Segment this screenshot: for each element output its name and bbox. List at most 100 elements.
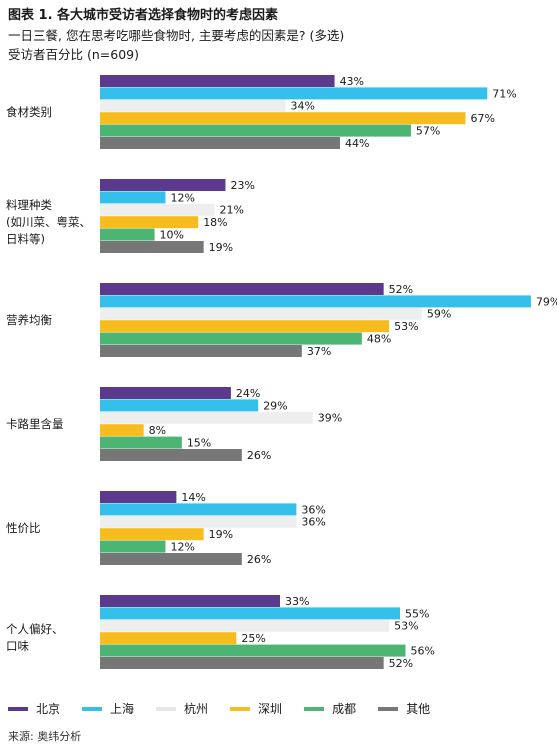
data-label: 67% <box>470 112 494 125</box>
data-label: 36% <box>301 516 325 529</box>
chart-legend: 北京 上海 杭州 深圳 成都 其他 <box>8 700 452 717</box>
bar-上海-4 <box>100 503 297 516</box>
chart-title: 图表 1. 各大城市受访者选择食物时的考虑因素 <box>8 8 279 23</box>
bar-成都-1 <box>100 228 155 241</box>
data-label: 52% <box>389 657 413 670</box>
data-label: 79% <box>536 295 557 308</box>
bar-杭州-3 <box>100 411 313 424</box>
bar-杭州-2 <box>100 307 422 320</box>
bar-杭州-1 <box>100 203 215 216</box>
bar-成都-2 <box>100 332 362 345</box>
data-label: 19% <box>209 241 233 254</box>
bar-北京-2 <box>100 283 384 295</box>
bar-上海-2 <box>100 295 531 308</box>
bar-深圳-0 <box>100 112 466 125</box>
bar-成都-5 <box>100 644 406 657</box>
source-note: 来源: 奥纬分析 <box>8 730 82 743</box>
data-label: 29% <box>263 399 287 412</box>
legend-item: 深圳 <box>230 700 282 717</box>
data-label: 8% <box>149 424 166 437</box>
data-label: 53% <box>394 620 418 633</box>
legend-item: 北京 <box>8 700 60 717</box>
bar-北京-3 <box>100 387 231 399</box>
bar-上海-0 <box>100 87 488 100</box>
bar-北京-1 <box>100 179 226 191</box>
legend-swatch <box>8 706 28 711</box>
bar-其他-3 <box>100 449 242 461</box>
data-label: 21% <box>220 204 244 217</box>
data-label: 44% <box>345 137 369 150</box>
bar-深圳-5 <box>100 632 237 645</box>
data-label: 39% <box>318 412 342 425</box>
data-label: 12% <box>170 191 194 204</box>
bar-成都-3 <box>100 436 182 449</box>
data-label: 23% <box>230 179 254 192</box>
legend-label: 北京 <box>36 702 61 716</box>
bar-其他-2 <box>100 345 302 357</box>
data-label: 19% <box>209 528 233 541</box>
bar-杭州-5 <box>100 619 390 632</box>
legend-label: 其他 <box>406 702 431 716</box>
category-label: 食材类别 <box>6 104 52 119</box>
bar-上海-5 <box>100 607 401 620</box>
data-label: 25% <box>241 632 265 645</box>
data-label: 71% <box>492 87 516 100</box>
chart-subtitle: 一日三餐, 您在思考吃哪些食物时, 主要考虑的因素是? (多选) <box>8 28 345 43</box>
legend-label: 成都 <box>332 702 357 716</box>
data-label: 48% <box>367 333 391 346</box>
data-label: 36% <box>301 503 325 516</box>
data-label: 53% <box>394 320 418 333</box>
data-label: 26% <box>247 449 271 462</box>
data-label: 57% <box>416 125 440 138</box>
data-label: 56% <box>410 645 434 658</box>
legend-item: 其他 <box>378 700 430 717</box>
legend-swatch <box>156 706 177 711</box>
bar-chart: 43% 71% 34% 67% 57% 44% 23% 12% 21%18% 10% 19% 52% 7… <box>100 75 557 670</box>
legend-item: 杭州 <box>156 700 208 717</box>
data-label: 34% <box>290 100 314 113</box>
bar-成都-0 <box>100 124 411 137</box>
data-label: 10% <box>160 229 184 242</box>
data-label: 33% <box>285 595 309 608</box>
category-label: 个人偏好、 口味 <box>6 622 64 654</box>
category-label: 卡路里含量 <box>6 416 64 431</box>
data-label: 15% <box>187 437 211 450</box>
data-label: 37% <box>307 345 331 358</box>
data-label: 52% <box>389 283 413 296</box>
bar-北京-0 <box>100 75 335 87</box>
bar-其他-0 <box>100 137 341 149</box>
data-label: 55% <box>405 607 429 620</box>
data-label: 12% <box>170 541 194 554</box>
bar-上海-1 <box>100 191 166 204</box>
data-label: 18% <box>203 216 227 229</box>
bar-深圳-2 <box>100 320 390 333</box>
legend-label: 上海 <box>110 702 135 716</box>
bar-北京-4 <box>100 491 177 503</box>
bar-深圳-3 <box>100 424 144 437</box>
bar-其他-4 <box>100 553 242 565</box>
category-label: 料理种类 (如川菜、粤菜、 日料等) <box>6 197 91 246</box>
data-label: 43% <box>340 75 364 88</box>
chart-sample-note: 受访者百分比 (n=609) <box>8 47 139 62</box>
bar-其他-1 <box>100 241 204 253</box>
category-label: 营养均衡 <box>6 312 52 327</box>
legend-swatch <box>378 706 399 711</box>
bar-上海-3 <box>100 399 259 412</box>
bar-深圳-4 <box>100 528 204 541</box>
legend-label: 深圳 <box>258 702 283 716</box>
legend-label: 杭州 <box>184 702 209 716</box>
bar-成都-4 <box>100 540 166 553</box>
legend-swatch <box>230 706 251 711</box>
legend-item: 成都 <box>304 700 356 717</box>
bar-深圳-1 <box>100 216 199 229</box>
legend-swatch <box>82 706 103 711</box>
category-label: 性价比 <box>6 520 41 535</box>
bar-北京-5 <box>100 595 281 607</box>
bar-其他-5 <box>100 657 384 669</box>
data-label: 24% <box>236 387 260 400</box>
data-label: 59% <box>427 308 451 321</box>
data-label: 26% <box>247 553 271 566</box>
data-label: 14% <box>181 491 205 504</box>
bar-杭州-0 <box>100 99 286 112</box>
legend-item: 上海 <box>82 700 134 717</box>
